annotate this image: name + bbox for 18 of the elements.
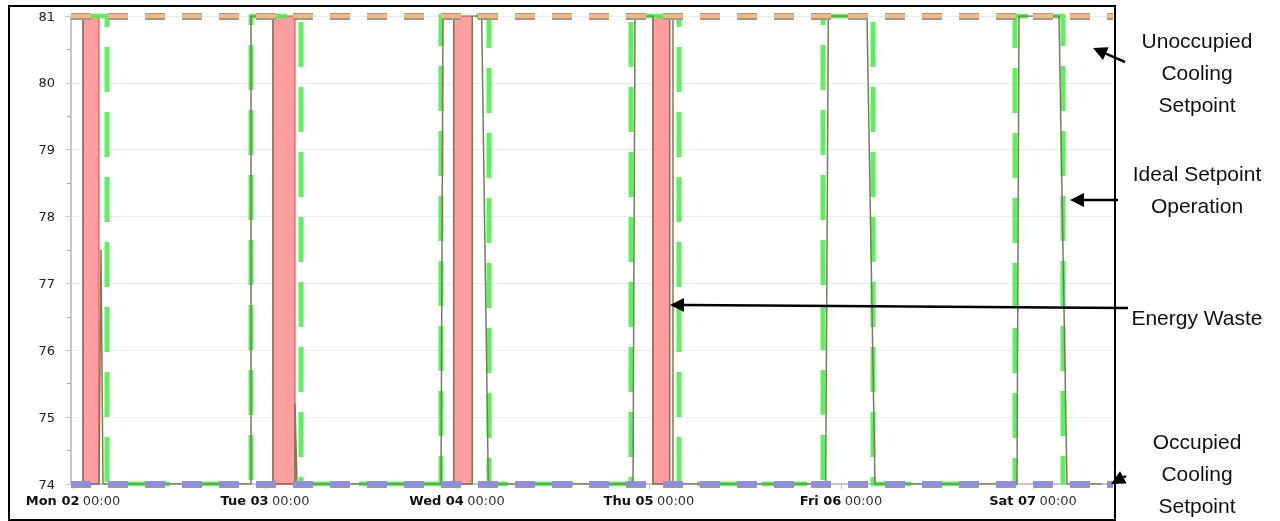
x-tick-label: Wed 04 00:00 (409, 493, 505, 508)
y-tick-label: 76 (38, 342, 55, 358)
y-tick-label: 77 (38, 275, 55, 291)
x-tick-label: Thu 05 00:00 (603, 493, 695, 508)
y-tick-label: 74 (38, 476, 55, 492)
y-tick-label: 78 (38, 209, 55, 225)
text: Occupied Cooling Setpoint (1151, 429, 1243, 519)
y-tick-label: 80 (38, 75, 55, 91)
text: Energy Waste (1130, 305, 1264, 331)
y-tick-label: 81 (38, 8, 55, 24)
y-tick-label: 75 (38, 409, 55, 425)
text: Unoccupied Cooling Setpoint (1140, 28, 1254, 118)
x-tick-label: Tue 03 00:00 (220, 493, 310, 508)
text: Ideal Setpoint Operation (1131, 161, 1263, 219)
x-tick-label: Mon 02 00:00 (25, 493, 121, 508)
y-tick-label: 79 (38, 142, 55, 158)
x-tick-label: Sat 07 00:00 (989, 493, 1077, 508)
x-tick-label: Fri 06 00:00 (799, 493, 883, 508)
